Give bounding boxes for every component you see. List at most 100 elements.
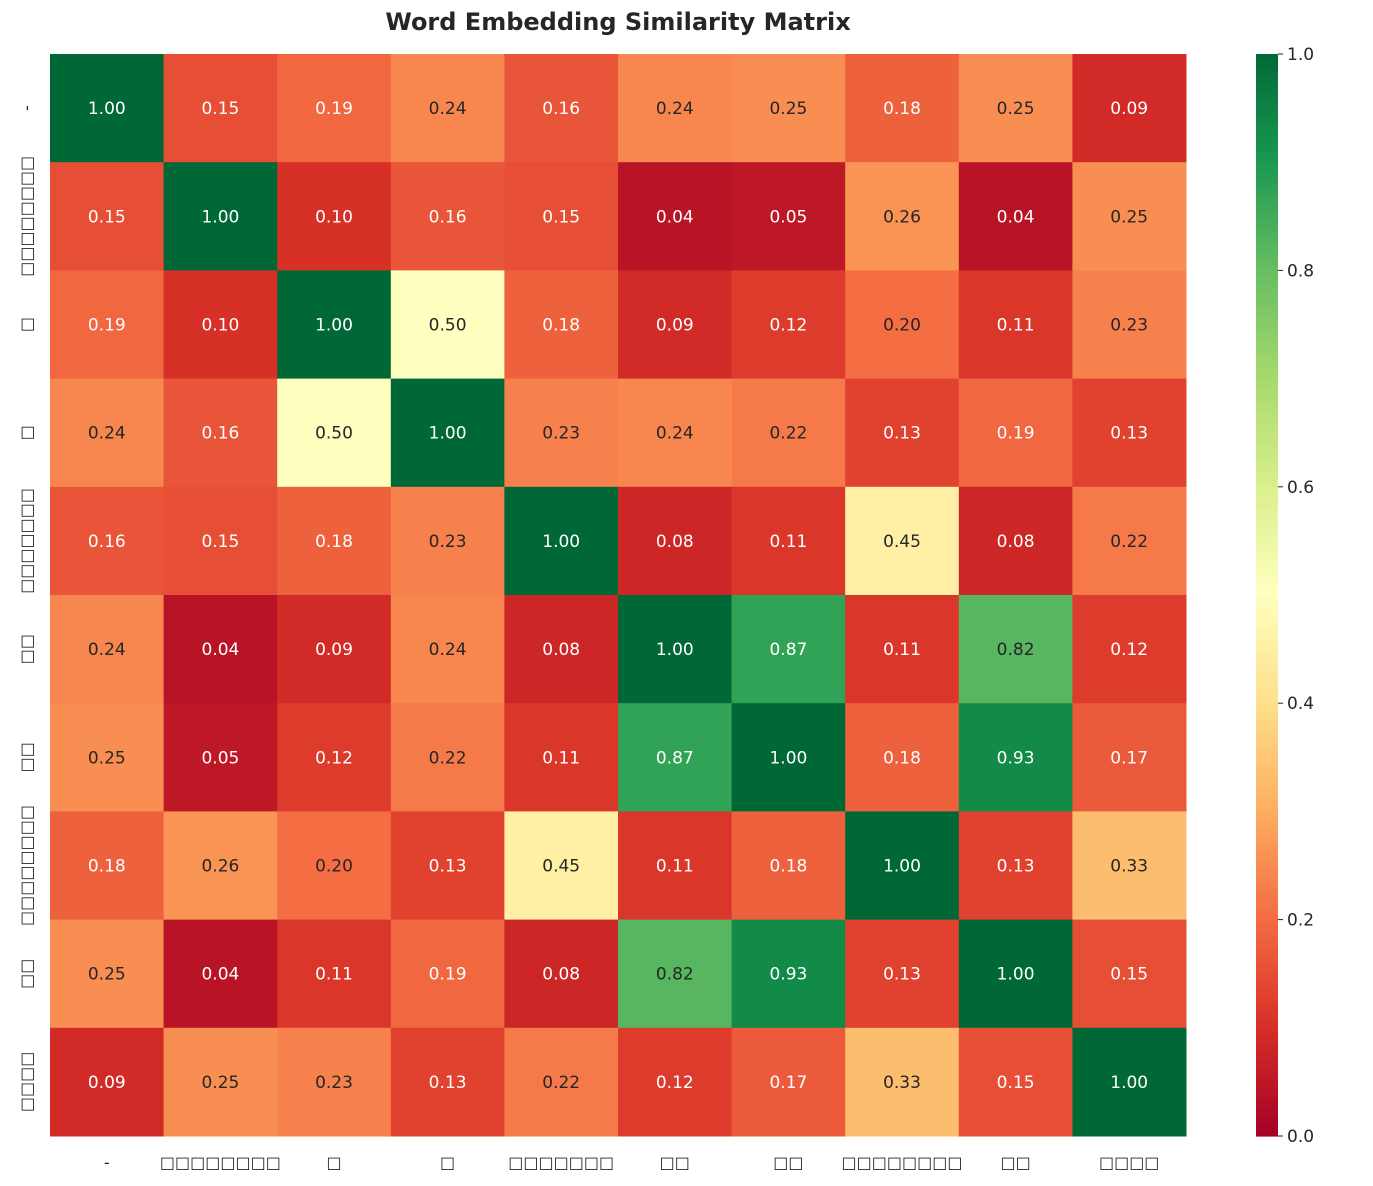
colorbar-segment (1256, 227, 1278, 234)
heatmap-cell (845, 595, 960, 704)
colorbar-segment (1256, 530, 1278, 537)
heatmap-cell (618, 270, 733, 380)
colorbar-segment (1256, 941, 1278, 948)
cell-value-label: 0.15 (201, 532, 239, 552)
colorbar-segment (1256, 108, 1278, 115)
heatmap-cell (958, 486, 1073, 596)
colorbar-segment (1256, 584, 1278, 591)
heatmap-cell (845, 162, 960, 271)
colorbar-segment (1256, 827, 1278, 834)
colorbar-segment (1256, 957, 1278, 964)
colorbar-segment (1256, 724, 1278, 731)
x-tick-label: □□ (1000, 1153, 1030, 1172)
heatmap-cell (504, 595, 619, 704)
colorbar-segment (1256, 162, 1278, 169)
colorbar-segment (1256, 979, 1278, 986)
x-tick-label: □□□□□□□□ (842, 1153, 963, 1172)
colorbar-segment (1256, 540, 1278, 547)
y-tick-label: □□ (17, 742, 36, 772)
heatmap-cell (277, 811, 392, 921)
heatmap-cell (731, 270, 846, 380)
colorbar-segment (1256, 849, 1278, 856)
cell-value-label: 0.13 (997, 857, 1035, 877)
cell-value-label: 0.25 (997, 99, 1035, 119)
heatmap-cell (390, 486, 505, 596)
cell-value-label: 0.15 (88, 207, 126, 227)
colorbar-segment (1256, 632, 1278, 639)
cell-value-label: 0.87 (769, 640, 807, 660)
y-tick-label: □□ (17, 959, 36, 989)
cell-value-label: 0.11 (769, 532, 807, 552)
cell-value-label: 0.09 (1110, 99, 1148, 119)
colorbar-segment (1256, 97, 1278, 104)
cell-value-label: 0.25 (201, 1073, 239, 1093)
colorbar-segment (1256, 573, 1278, 580)
colorbar-segment (1256, 946, 1278, 953)
cell-value-label: 0.23 (429, 532, 467, 552)
heatmap-cell (958, 919, 1073, 1029)
colorbar-segment (1256, 968, 1278, 975)
colorbar-segment (1256, 903, 1278, 910)
cell-value-label: 0.04 (997, 207, 1035, 227)
colorbar-segment (1256, 292, 1278, 299)
colorbar-segment (1256, 822, 1278, 829)
colorbar-segment (1256, 854, 1278, 861)
cell-value-label: 0.10 (315, 207, 353, 227)
y-tick-label: □□□□□□□□ (17, 805, 36, 926)
heatmap-cell (731, 811, 846, 921)
colorbar-segment (1256, 1038, 1278, 1045)
cell-value-label: 0.15 (997, 1073, 1035, 1093)
colorbar-segment (1256, 248, 1278, 255)
cell-value-label: 0.08 (542, 640, 580, 660)
heatmap-cell (731, 486, 846, 596)
heatmap-cell (1072, 378, 1187, 488)
colorbar-segment (1256, 205, 1278, 212)
colorbar-segment (1256, 324, 1278, 331)
colorbar-segment (1256, 140, 1278, 147)
heatmap-cell (731, 1027, 846, 1137)
cell-value-label: 0.08 (542, 965, 580, 985)
colorbar-segment (1256, 367, 1278, 374)
colorbar-segment (1256, 860, 1278, 867)
colorbar-segment (1256, 1060, 1278, 1067)
colorbar-segment (1256, 643, 1278, 650)
colorbar-segment (1256, 448, 1278, 455)
colorbar-segment (1256, 881, 1278, 888)
colorbar-segment (1256, 102, 1278, 109)
heatmap-cell (731, 595, 846, 704)
colorbar-segment (1256, 275, 1278, 282)
colorbar-segment (1256, 730, 1278, 737)
colorbar-segment (1256, 989, 1278, 996)
cell-value-label: 0.23 (1110, 316, 1148, 336)
colorbar-segment (1256, 1125, 1278, 1132)
cell-value-label: 0.12 (769, 316, 807, 336)
cell-value-label: 0.04 (656, 207, 694, 227)
cell-value-label: 0.93 (769, 965, 807, 985)
colorbar-segment (1256, 557, 1278, 564)
cell-value-label: 0.50 (315, 424, 353, 444)
colorbar-segment (1256, 254, 1278, 261)
cell-value-label: 0.26 (883, 207, 921, 227)
heatmap-cell (277, 378, 392, 488)
heatmap-cell (618, 811, 733, 921)
cell-value-label: 0.09 (88, 1073, 126, 1093)
heatmap-cell (845, 1027, 960, 1137)
colorbar-segment (1256, 751, 1278, 758)
colorbar-segment (1256, 1054, 1278, 1061)
cell-value-label: 0.11 (542, 748, 580, 768)
cell-value-label: 0.20 (315, 857, 353, 877)
colorbar-tick-label: 0.4 (1287, 694, 1314, 714)
colorbar-segment (1256, 264, 1278, 271)
heatmap-cell (277, 703, 392, 812)
heatmap-cell (1072, 162, 1187, 271)
heatmap-cell (163, 811, 278, 921)
cell-value-label: 0.04 (201, 640, 239, 660)
cell-value-label: 0.08 (997, 532, 1035, 552)
colorbar-segment (1256, 1044, 1278, 1051)
heatmap-cell (1072, 703, 1187, 812)
colorbar-tick-label: 0.8 (1287, 261, 1314, 281)
heatmap-cell (1072, 270, 1187, 380)
heatmap-cell (1072, 486, 1187, 596)
colorbar-segment (1256, 91, 1278, 98)
cell-value-label: 1.00 (429, 424, 467, 444)
